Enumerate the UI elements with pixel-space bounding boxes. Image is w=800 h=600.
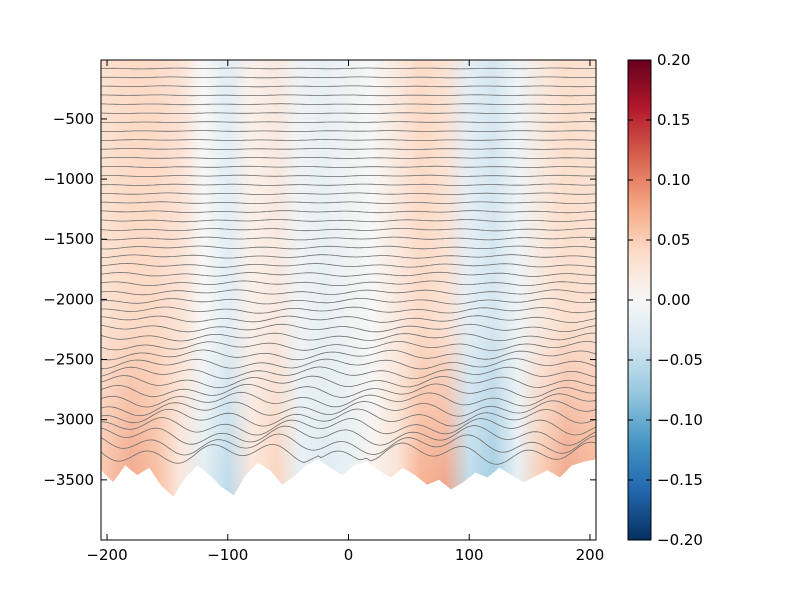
x-tick-label: 0 (344, 546, 354, 564)
y-tick-label: −3500 (43, 471, 94, 489)
seafloor-blank-region (101, 459, 596, 540)
contour-line (101, 227, 596, 232)
contour-line (101, 417, 596, 436)
contour-line (101, 112, 596, 114)
contour-line (101, 400, 596, 417)
contour-line (101, 391, 596, 408)
contour-line (101, 332, 596, 342)
contour-line (101, 94, 596, 97)
x-tick-label: 200 (576, 546, 605, 564)
colorbar: 0.20 0.15 0.10 0.05 0.00 −0.05 −0.10 −0.15 −0.20 (627, 51, 703, 549)
contour-line (101, 271, 596, 277)
contour-line (101, 192, 596, 195)
contour-line (101, 67, 596, 70)
contour-line (101, 289, 596, 296)
colorbar-tick-label: 0.20 (657, 51, 690, 69)
contour-line (101, 201, 596, 205)
contour-line (101, 425, 596, 446)
contour-line (101, 165, 596, 169)
x-tick-label: −200 (86, 546, 127, 564)
contour-line (101, 147, 596, 150)
colorbar-tick-label: 0.15 (657, 111, 690, 129)
contour-line (101, 383, 596, 398)
contour-line (101, 210, 596, 214)
colorbar-tick-label: −0.05 (657, 351, 703, 369)
contour-lines (101, 67, 596, 465)
colorbar-tick-label: 0.00 (657, 291, 690, 309)
y-axis: −500 −1000 −1500 −2000 −2500 −3000 −3500 (43, 110, 596, 489)
colorbar-tick-label: 0.05 (657, 231, 690, 249)
contour-line (101, 441, 596, 465)
contour-line (101, 85, 596, 88)
y-tick-label: −1500 (43, 230, 94, 248)
y-tick-label: −2500 (43, 351, 94, 369)
contour-line (101, 130, 596, 132)
contour-line (101, 183, 596, 186)
y-tick-label: −500 (53, 110, 94, 128)
plot-area (101, 60, 596, 540)
contour-line (101, 358, 596, 370)
contour-line (101, 219, 596, 223)
contour-line (101, 306, 596, 314)
colorbar-tick-label: 0.10 (657, 171, 690, 189)
contour-line (101, 433, 596, 456)
contour-line (101, 236, 596, 241)
contour-line (101, 121, 596, 123)
contour-line (101, 254, 596, 259)
colorbar-tick-label: −0.15 (657, 471, 703, 489)
contour-line (101, 139, 596, 141)
contour-line (101, 76, 596, 79)
contour-line (101, 280, 596, 287)
contour-line (101, 323, 596, 333)
contour-line (101, 103, 596, 106)
contour-line (101, 349, 596, 361)
contour-line (101, 341, 596, 351)
x-tick-label: −100 (207, 546, 248, 564)
contour-line (101, 297, 596, 305)
contour-line (101, 245, 596, 250)
y-tick-label: −1000 (43, 170, 94, 188)
colorbar-ticks: 0.20 0.15 0.10 0.05 0.00 −0.05 −0.10 −0.15 −0.20 (628, 51, 703, 549)
y-tick-label: −3000 (43, 411, 94, 429)
colorbar-tick-label: −0.10 (657, 411, 703, 429)
contour-line (101, 262, 596, 268)
contour-line (101, 366, 596, 380)
contour-line (101, 375, 596, 389)
contour-line (101, 174, 596, 177)
y-tick-label: −2000 (43, 290, 94, 308)
contour-line (101, 408, 596, 427)
x-axis: −200 −100 0 100 200 (86, 60, 604, 564)
colorbar-tick-label: −0.20 (657, 531, 703, 549)
contour-line (101, 315, 596, 323)
x-tick-label: 100 (455, 546, 484, 564)
contour-line (101, 157, 596, 159)
